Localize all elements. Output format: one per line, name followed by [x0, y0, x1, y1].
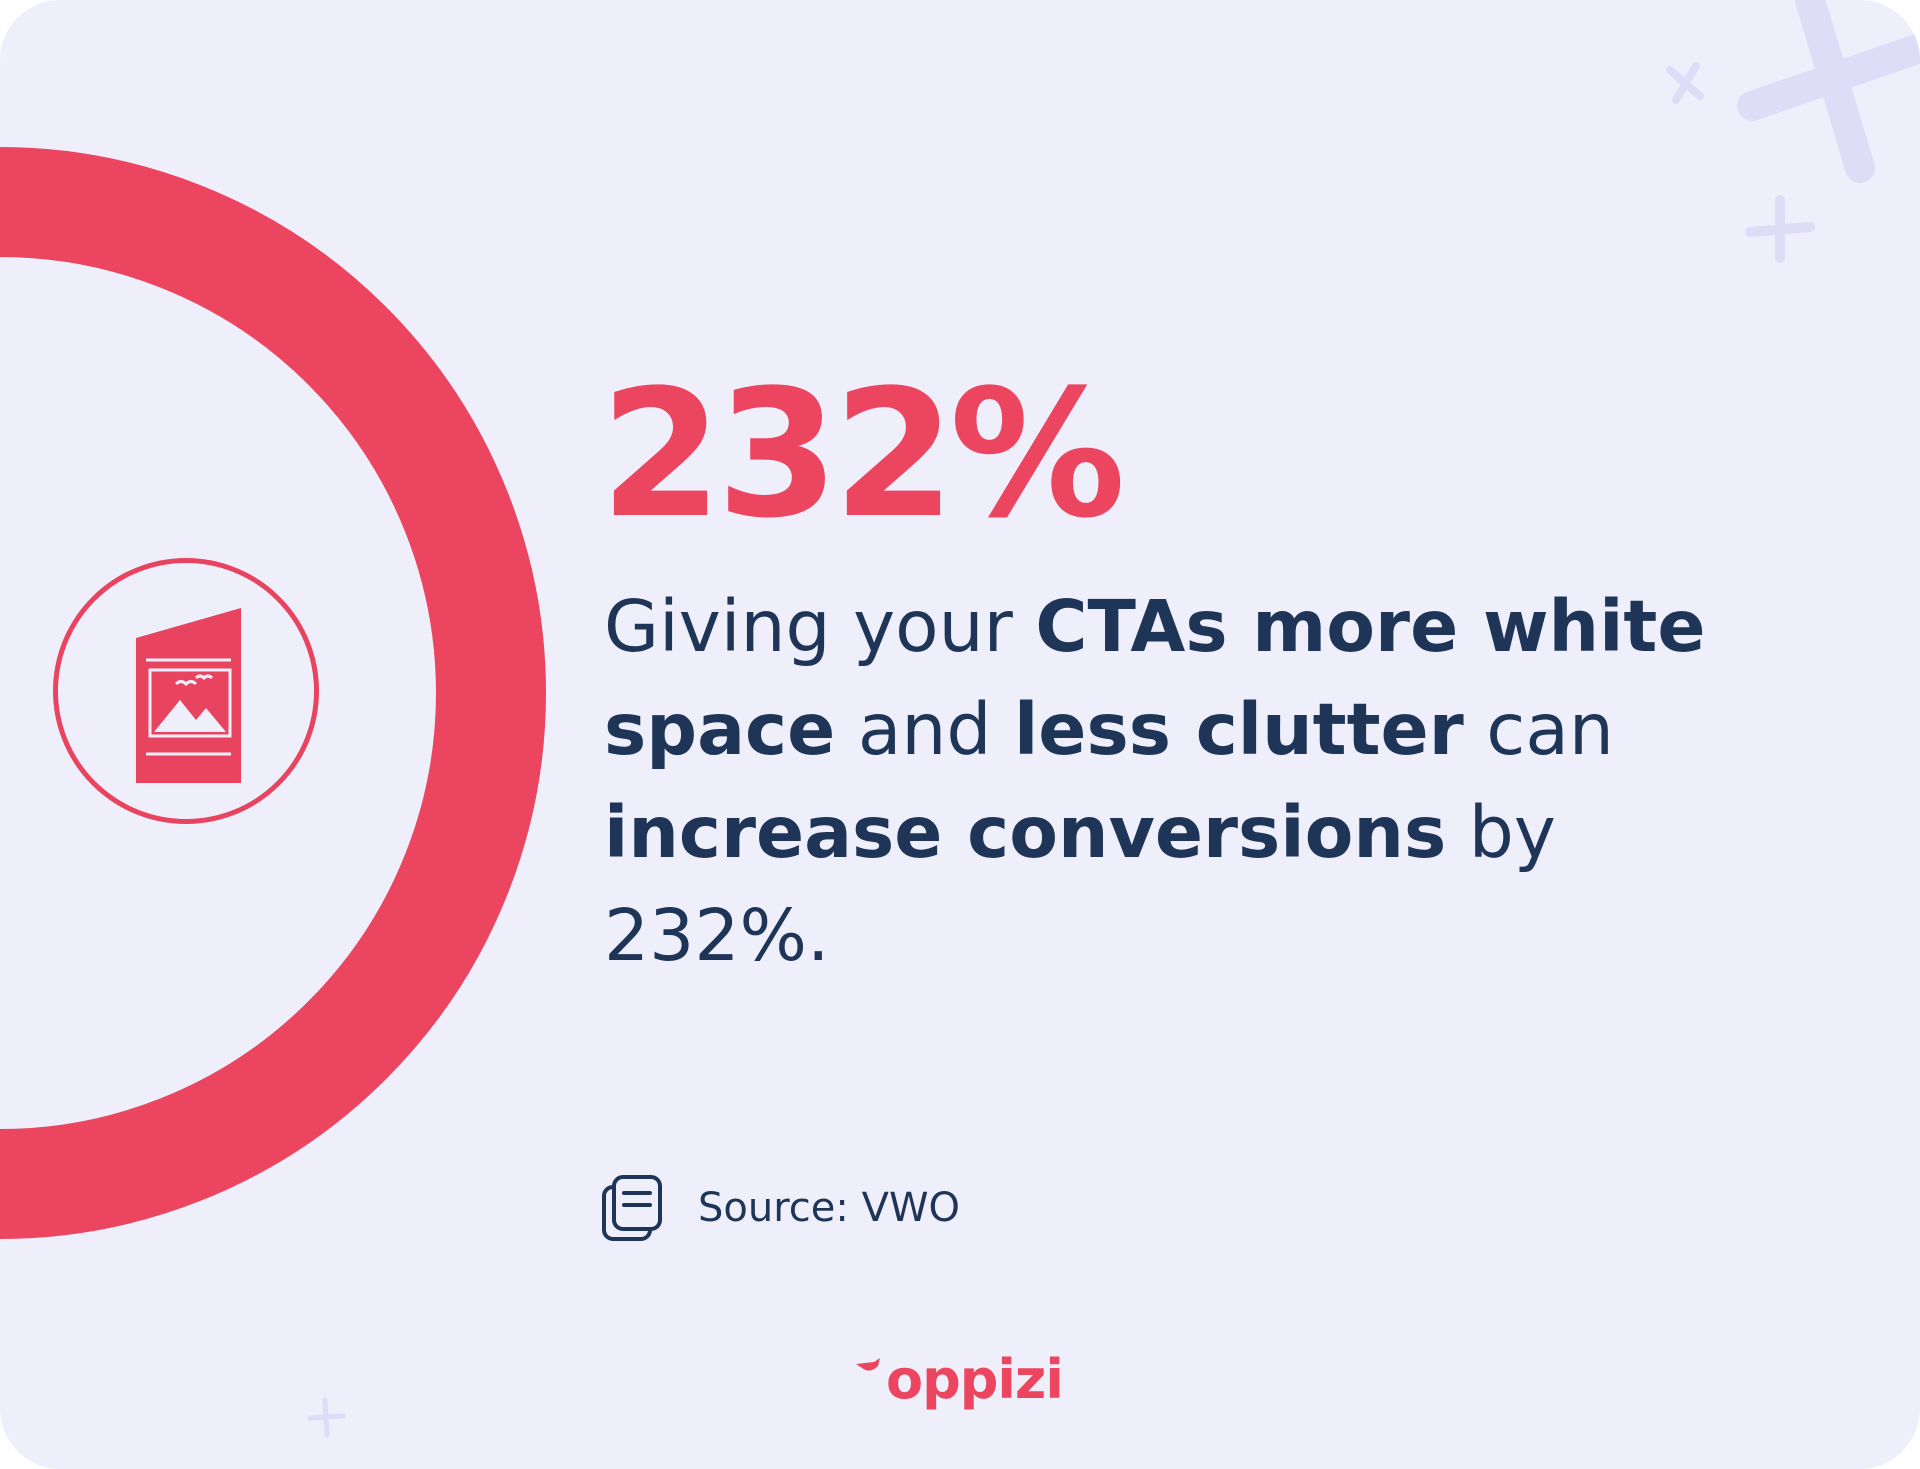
stat-value: 232%	[600, 352, 1126, 557]
desc-bold-2: less clutter	[1013, 688, 1464, 771]
document-stack-icon	[602, 1175, 662, 1241]
source-label: Source: VWO	[698, 1185, 960, 1231]
desc-text-4: by 232%.	[604, 791, 1556, 977]
progress-ring-fill	[0, 147, 546, 1239]
desc-bold-3: increase conversions	[604, 791, 1447, 874]
desc-text-2: and	[835, 688, 1014, 771]
stat-description: Giving your CTAs more white space and le…	[604, 575, 1784, 987]
plus-icon-stroke-2	[1745, 222, 1815, 237]
brand-name: oppizi	[886, 1348, 1064, 1411]
tiny-plus-icon-stroke-2	[307, 1413, 346, 1421]
small-x-icon-stroke-2	[1672, 62, 1700, 104]
large-cross-icon-stroke-2	[1737, 33, 1920, 121]
bird-mark-icon	[856, 1358, 880, 1371]
brochure-badge	[53, 558, 319, 824]
desc-text-1: Giving your	[604, 585, 1036, 668]
brochure-image-icon	[136, 608, 241, 783]
desc-bold-1: CTAs more white space	[604, 585, 1706, 771]
desc-text-3: can	[1463, 688, 1614, 771]
brand-logo: oppizi	[856, 1340, 1066, 1420]
